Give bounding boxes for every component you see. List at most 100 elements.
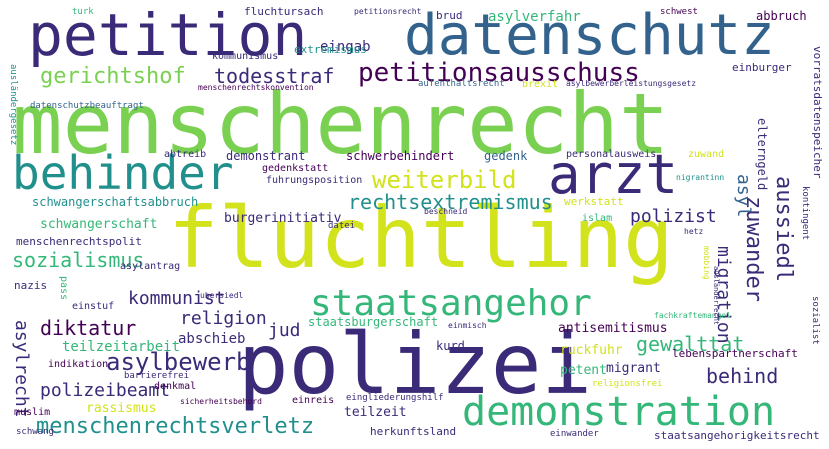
word: petitionsausschuss [358, 58, 640, 88]
word: ubersiedl [200, 291, 244, 300]
word: eingab [320, 39, 371, 55]
word: datenschutz [404, 3, 775, 68]
word: fachkraftemangel [654, 311, 732, 320]
word: asyl [733, 174, 754, 218]
word: einburger [732, 61, 792, 74]
word: asylbewerb [106, 348, 251, 376]
word: arzt [548, 143, 679, 206]
word: polizeibeamt [40, 380, 171, 401]
word: migrant [606, 361, 661, 376]
word: schwangerschaft [40, 217, 158, 232]
word: abtreib [164, 149, 207, 160]
word: asylantrag [120, 261, 181, 272]
word: antisemitismus [558, 321, 668, 336]
word: petition [28, 1, 308, 69]
word: indikation [48, 359, 109, 370]
word: fuhrungsposition [266, 175, 363, 186]
word: menschenrechtsverletz [36, 414, 315, 439]
word: sicherheitsbehord [180, 397, 262, 406]
word: diktatur [40, 316, 137, 340]
word: behinder [12, 146, 234, 200]
word: todesstraf [214, 64, 335, 88]
word: beschneid [424, 207, 468, 216]
word: gewalttat [636, 332, 745, 356]
word: rassismus [86, 401, 157, 416]
word: herkunftsland [370, 425, 457, 438]
word: nazis [14, 279, 48, 292]
word: turk [72, 7, 94, 17]
word: extremismus [294, 43, 367, 56]
word: religion [180, 308, 267, 329]
word: aussiedl [771, 176, 796, 282]
word: eingliederungshilf [346, 393, 444, 403]
word: menschenrechtspolit [16, 235, 142, 248]
word: schwang [16, 427, 54, 437]
word: rechtsextremismus [348, 190, 553, 214]
word: islam [582, 213, 613, 224]
word: gedenk [484, 149, 528, 163]
word: elterngeld [755, 118, 769, 191]
word: denkmal [154, 381, 197, 392]
word: brexit [522, 79, 559, 90]
word: kurd [436, 339, 465, 353]
word: datenschutzbeauftragt [30, 101, 144, 111]
word: behind [706, 364, 779, 388]
word: werkstatt [564, 195, 624, 208]
word: schwangerschaftsabbruch [32, 195, 199, 209]
word: datei [328, 221, 356, 231]
word: asylbewerberleistungsgesetz [566, 79, 697, 88]
word: barrierefrei [124, 371, 190, 381]
word: ausländerrecht [712, 266, 720, 326]
word: jud [268, 320, 301, 341]
word: staatsangehor [310, 283, 592, 324]
word: gerichtshof [40, 64, 186, 89]
word: gedenkstatt [262, 163, 329, 174]
word: zuwand [688, 149, 725, 160]
word: petitionsrecht [354, 7, 422, 16]
word: nigrantinn [676, 173, 725, 182]
word: staatsangehorigkeitsrecht [654, 429, 820, 442]
word: weiterbild [372, 166, 517, 194]
word: lebenspartnerschaft [672, 347, 798, 360]
word: asylrecht [11, 320, 32, 418]
word: petent [560, 363, 607, 378]
word: menschenrecht [12, 75, 670, 173]
word: abschieb [178, 331, 246, 347]
word: schwest [660, 7, 698, 17]
word: brud [436, 9, 463, 22]
word: hetz [684, 227, 704, 236]
word: einstuf [72, 301, 115, 312]
word: fluchtursach [244, 5, 324, 18]
word: ruckfuhr [560, 343, 623, 358]
word: einwander [550, 429, 599, 439]
word: pass [58, 276, 69, 301]
word: mobbing [702, 246, 711, 280]
word: kommunist [128, 288, 226, 309]
word: menschenrechtskonvention [198, 83, 314, 92]
word: fluchtling [168, 189, 674, 287]
word: kommunismus [212, 51, 279, 62]
word: teilzeit [344, 405, 407, 420]
word: vorratsdatenspeicher [811, 46, 824, 179]
word: burgerinitiativ [224, 211, 342, 226]
word: schwerbehindert [346, 149, 455, 163]
word: sozialismus [12, 248, 145, 272]
word: zuwander [741, 196, 766, 302]
word: staatsburgerschaft [308, 315, 439, 329]
word: asylverfahr [488, 9, 581, 25]
word: aufenthaltsrecht [418, 79, 505, 89]
word: teilzeitarbeit [62, 339, 181, 355]
word: polizist [630, 206, 717, 227]
word: demonstrant [226, 149, 306, 163]
word: einmisch [448, 321, 487, 330]
word: ausländergesetz [8, 64, 18, 146]
word: personalausweis [566, 149, 657, 160]
word: einreis [292, 395, 335, 406]
word: kontingent [800, 186, 810, 241]
word: muslim [14, 407, 51, 418]
word: religionsfrei [592, 379, 663, 389]
word: sozialist [810, 296, 820, 345]
word: abbruch [756, 9, 807, 23]
word: polizei [238, 315, 593, 413]
